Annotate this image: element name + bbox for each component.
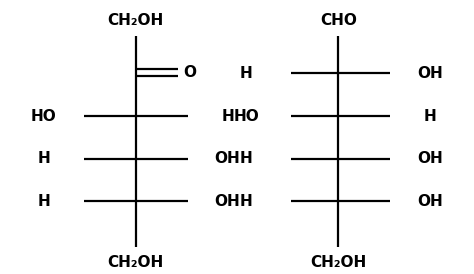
Text: OH: OH xyxy=(417,66,443,81)
Text: OH: OH xyxy=(417,194,443,209)
Text: H: H xyxy=(240,66,253,81)
Text: CHO: CHO xyxy=(320,13,357,28)
Text: CH₂OH: CH₂OH xyxy=(310,255,366,270)
Text: H: H xyxy=(240,151,253,166)
Text: H: H xyxy=(424,109,437,124)
Text: H: H xyxy=(221,109,234,124)
Text: HO: HO xyxy=(31,109,57,124)
Text: HO: HO xyxy=(234,109,259,124)
Text: OH: OH xyxy=(215,194,240,209)
Text: CH₂OH: CH₂OH xyxy=(108,255,164,270)
Text: OH: OH xyxy=(215,151,240,166)
Text: H: H xyxy=(37,194,50,209)
Text: H: H xyxy=(240,194,253,209)
Text: OH: OH xyxy=(417,151,443,166)
Text: H: H xyxy=(37,151,50,166)
Text: O: O xyxy=(183,65,196,79)
Text: CH₂OH: CH₂OH xyxy=(108,13,164,28)
